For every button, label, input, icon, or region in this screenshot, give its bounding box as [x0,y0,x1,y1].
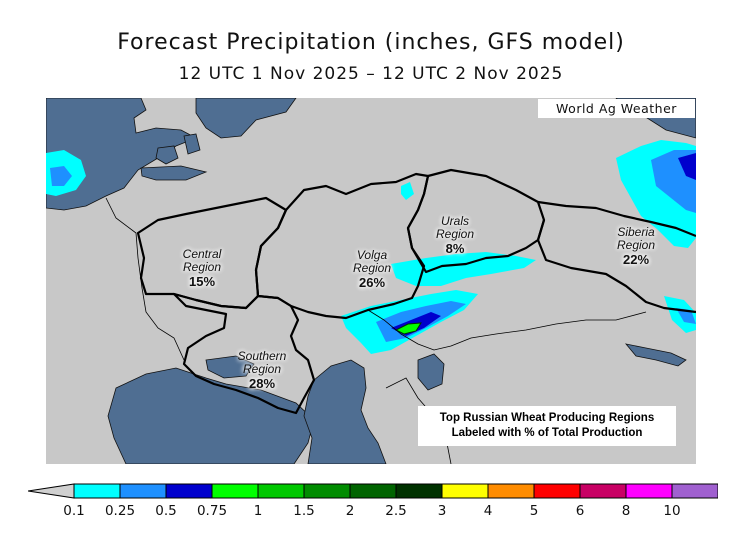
baltic-sea [46,98,197,211]
western-border [105,197,185,361]
legend-swatch [119,483,167,499]
precip-urals-band [391,252,536,286]
precip-volga-north [401,182,414,200]
legend-swatch [73,483,121,499]
precip-siberia-heavy [678,153,696,180]
note-line: Labeled with % of Total Production [451,427,643,439]
legend-swatch [211,483,259,499]
region-name: Region [242,362,282,376]
region-label-southern: Southern Region 28% [222,350,302,392]
region-name: Siberia [617,225,655,239]
precip-baltic-core [50,166,72,186]
region-name: Central [182,247,222,261]
color-legend [28,483,718,499]
kazakhstan-border [367,309,647,351]
region-label-siberia: Siberia Region 22% [596,226,676,268]
region-label-urals: Urals Region 8% [415,215,495,257]
ladoga-lake [155,145,179,165]
region-boundaries [136,168,696,415]
map-title: Forecast Precipitation (inches, GFS mode… [117,30,625,55]
region-name: Region [182,260,222,274]
region-percent: 22% [622,252,650,267]
legend-swatch [487,483,535,499]
region-name: Region [616,238,656,252]
production-note: Top Russian Wheat Producing Regions Labe… [418,406,676,446]
legend-tick-label: 2.5 [385,503,407,519]
region-label-central: Central Region 15% [162,248,242,290]
legend-boxes [28,483,718,499]
legend-swatch [303,483,351,499]
legend-swatch [257,483,305,499]
sea-of-azov [205,355,255,379]
urals-region-border [406,168,546,274]
siberia-region-border [536,200,696,314]
precipitation-map [46,98,696,464]
region-name: Region [435,227,475,241]
legend-tick-label: 3 [437,503,447,519]
region-name: Region [352,261,392,275]
legend-swatch [533,483,581,499]
region-percent: 15% [188,274,216,289]
legend-tick-label: 4 [483,503,493,519]
legend-tick-label: 1.5 [293,503,315,519]
credit-label: World Ag Weather [538,99,695,118]
legend-tick-label: 0.5 [155,503,177,519]
legend-swatch [165,483,213,499]
legend-swatch [395,483,443,499]
legend-swatch [349,483,397,499]
precipitation-shading [46,140,696,354]
legend-tick-label: 8 [621,503,631,519]
region-name: Volga [356,248,388,262]
caspian-sea [303,359,387,464]
legend-tick-label: 0.25 [104,503,136,519]
legend-tick-label: 0.1 [63,503,85,519]
region-percent: 26% [358,275,386,290]
legend-swatch [441,483,489,499]
legend-swatch [579,483,627,499]
region-percent: 28% [248,376,276,391]
legend-tick-label: 6 [575,503,585,519]
region-percent: 8% [445,241,465,256]
aral-sea [417,353,445,391]
legend-swatch [671,483,718,499]
region-name: Urals [440,214,469,228]
onega-lake [183,133,201,155]
region-name: Southern [237,349,287,363]
legend-tick-label: 0.75 [196,503,228,519]
water-bodies [46,98,696,464]
legend-swatch [625,483,673,499]
white-sea [195,98,297,139]
note-line: Top Russian Wheat Producing Regions [439,412,655,424]
legend-tick-label: 10 [663,503,681,519]
valid-period: 12 UTC 1 Nov 2025 – 12 UTC 2 Nov 2025 [178,64,564,84]
legend-tick-label: 5 [529,503,539,519]
balkhash-lake [624,343,687,367]
legend-tick-label: 1 [253,503,263,519]
region-label-volga: Volga Region 26% [332,249,412,291]
southern-region-border [172,292,316,415]
gulf-of-finland [140,165,208,181]
legend-tick-label: 2 [345,503,355,519]
precip-volga-kazakh-max [394,322,422,335]
legend-arrow-low [28,483,75,499]
